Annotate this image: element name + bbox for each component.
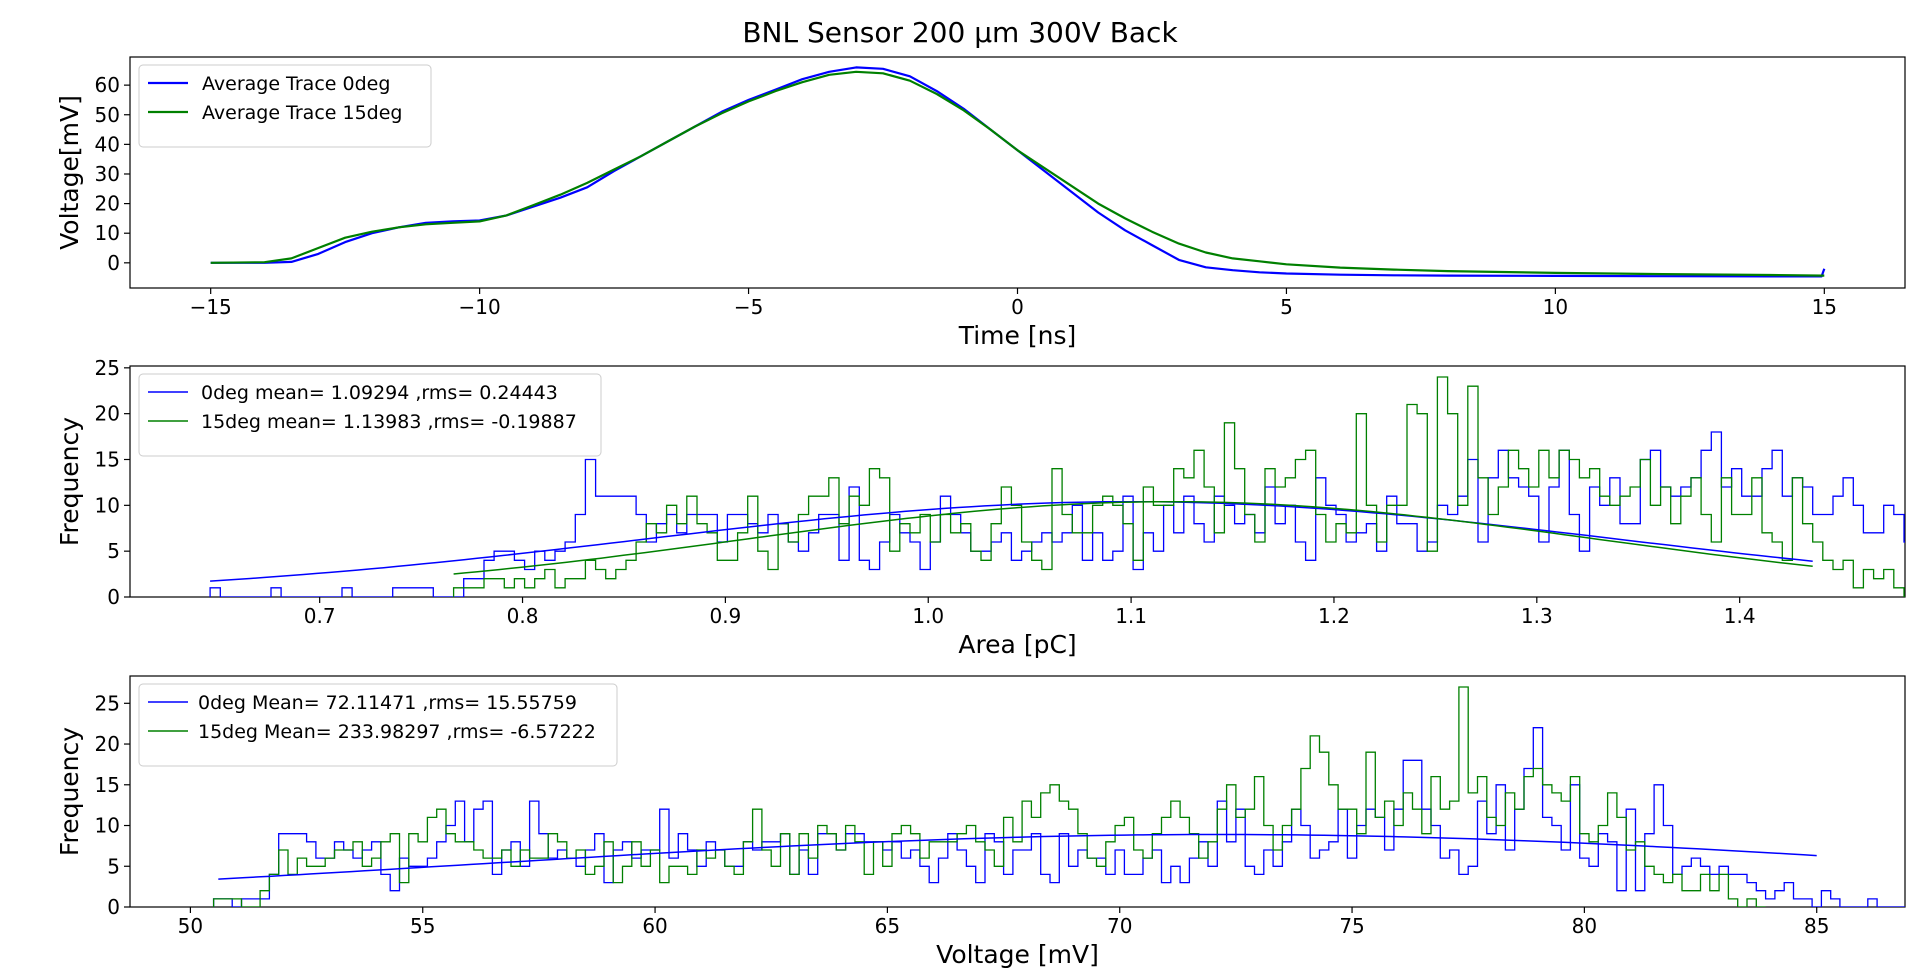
legend-label-0: 0deg Mean= 72.11471 ,rms= 15.55759 <box>198 692 577 714</box>
legend-label-1: 15deg mean= 1.13983 ,rms= -0.19887 <box>201 411 577 433</box>
series-line-0 <box>210 66 1826 278</box>
x-tick-label: 65 <box>875 914 900 938</box>
x-tick-label: 0.8 <box>507 604 539 628</box>
x-tick-label: 80 <box>1572 914 1597 938</box>
x-tick-label: 85 <box>1804 914 1829 938</box>
y-tick-label: 10 <box>95 814 120 838</box>
legend-box <box>138 683 618 767</box>
y-tick-label: 0 <box>107 895 120 919</box>
y-tick-label: 10 <box>95 221 120 245</box>
legend-label-0: 0deg mean= 1.09294 ,rms= 0.24443 <box>201 382 558 404</box>
x-tick-label: 60 <box>642 914 667 938</box>
legend: 0deg mean= 1.09294 ,rms= 0.24443 15deg me… <box>138 373 602 457</box>
gaussian-fit-0 <box>210 500 1813 582</box>
axes-frame <box>129 365 1906 598</box>
y-tick-label: 5 <box>107 539 120 563</box>
x-tick-label: 1.0 <box>912 604 944 628</box>
y-axis-label: Frequency <box>55 727 84 856</box>
x-axis-label: Time [ns] <box>958 321 1077 350</box>
y-tick-label: 30 <box>95 162 120 186</box>
legend-label-1: 15deg Mean= 233.98297 ,rms= -6.57222 <box>198 721 596 743</box>
gaussian-fit-1 <box>453 500 1813 575</box>
legend-box <box>138 64 432 148</box>
x-tick-label: 50 <box>178 914 203 938</box>
area-histogram-panel: 0.7 0.8 0.9 1.0 1.1 1.2 1.3 1.4 0 5 10 15 20 25 Area [… <box>55 356 1906 659</box>
y-axis-label: Frequency <box>55 417 84 546</box>
legend-box <box>138 373 602 457</box>
x-tick-label: 55 <box>410 914 435 938</box>
x-tick-label: 0 <box>1011 295 1024 319</box>
voltage-histogram-panel: 50 55 60 65 70 75 80 85 0 5 10 15 20 25 Voltage [mV] Fr… <box>55 675 1906 969</box>
y-tick-label: 25 <box>95 356 120 380</box>
x-tick-label: 1.2 <box>1318 604 1350 628</box>
legend-label-1: Average Trace 15deg <box>202 102 403 124</box>
y-tick-label: 0 <box>107 251 120 275</box>
histogram-step-1 <box>212 686 1766 907</box>
y-tick-label: 40 <box>95 132 120 156</box>
x-tick-label: 0.9 <box>709 604 741 628</box>
y-axis-label: Voltage[mV] <box>55 95 84 250</box>
y-tick-label: 20 <box>95 192 120 216</box>
y-tick-label: 0 <box>107 585 120 609</box>
x-tick-label: 1.3 <box>1521 604 1553 628</box>
y-tick-label: 5 <box>107 854 120 878</box>
legend-label-0: Average Trace 0deg <box>202 73 390 95</box>
y-tick-label: 60 <box>95 73 120 97</box>
y-tick-label: 20 <box>95 402 120 426</box>
series-line-1 <box>210 70 1825 277</box>
x-tick-label: 0.7 <box>304 604 336 628</box>
x-tick-label: −10 <box>459 295 501 319</box>
y-tick-label: 20 <box>95 732 120 756</box>
histogram-step-1 <box>452 376 1905 597</box>
y-tick-label: 25 <box>95 691 120 715</box>
y-tick-label: 10 <box>95 493 120 517</box>
gaussian-fit-0 <box>218 833 1817 880</box>
x-tick-label: −5 <box>734 295 763 319</box>
x-axis-label: Area [pC] <box>958 630 1076 659</box>
trace-panel: −15 −10 −5 0 5 10 15 0 10 20 30 40 50 60 Time [ns] Volt… <box>55 56 1906 350</box>
y-tick-label: 15 <box>95 773 120 797</box>
x-tick-label: 10 <box>1543 295 1568 319</box>
y-tick-label: 15 <box>95 448 120 472</box>
figure-title: BNL Sensor 200 µm 300V Back <box>742 16 1178 49</box>
x-tick-label: 1.1 <box>1115 604 1147 628</box>
x-tick-label: −15 <box>190 295 232 319</box>
legend: Average Trace 0deg Average Trace 15deg <box>138 64 432 148</box>
axes-frame <box>129 675 1906 908</box>
plot-area <box>210 66 1826 278</box>
x-axis-label: Voltage [mV] <box>936 940 1099 969</box>
x-tick-label: 1.4 <box>1724 604 1756 628</box>
x-tick-label: 70 <box>1107 914 1132 938</box>
x-tick-label: 5 <box>1280 295 1293 319</box>
x-tick-label: 75 <box>1339 914 1364 938</box>
plot-area <box>212 686 1905 907</box>
plot-area <box>209 376 1905 597</box>
y-tick-label: 50 <box>95 103 120 127</box>
legend: 0deg Mean= 72.11471 ,rms= 15.55759 15deg … <box>138 683 618 767</box>
x-tick-label: 15 <box>1812 295 1837 319</box>
